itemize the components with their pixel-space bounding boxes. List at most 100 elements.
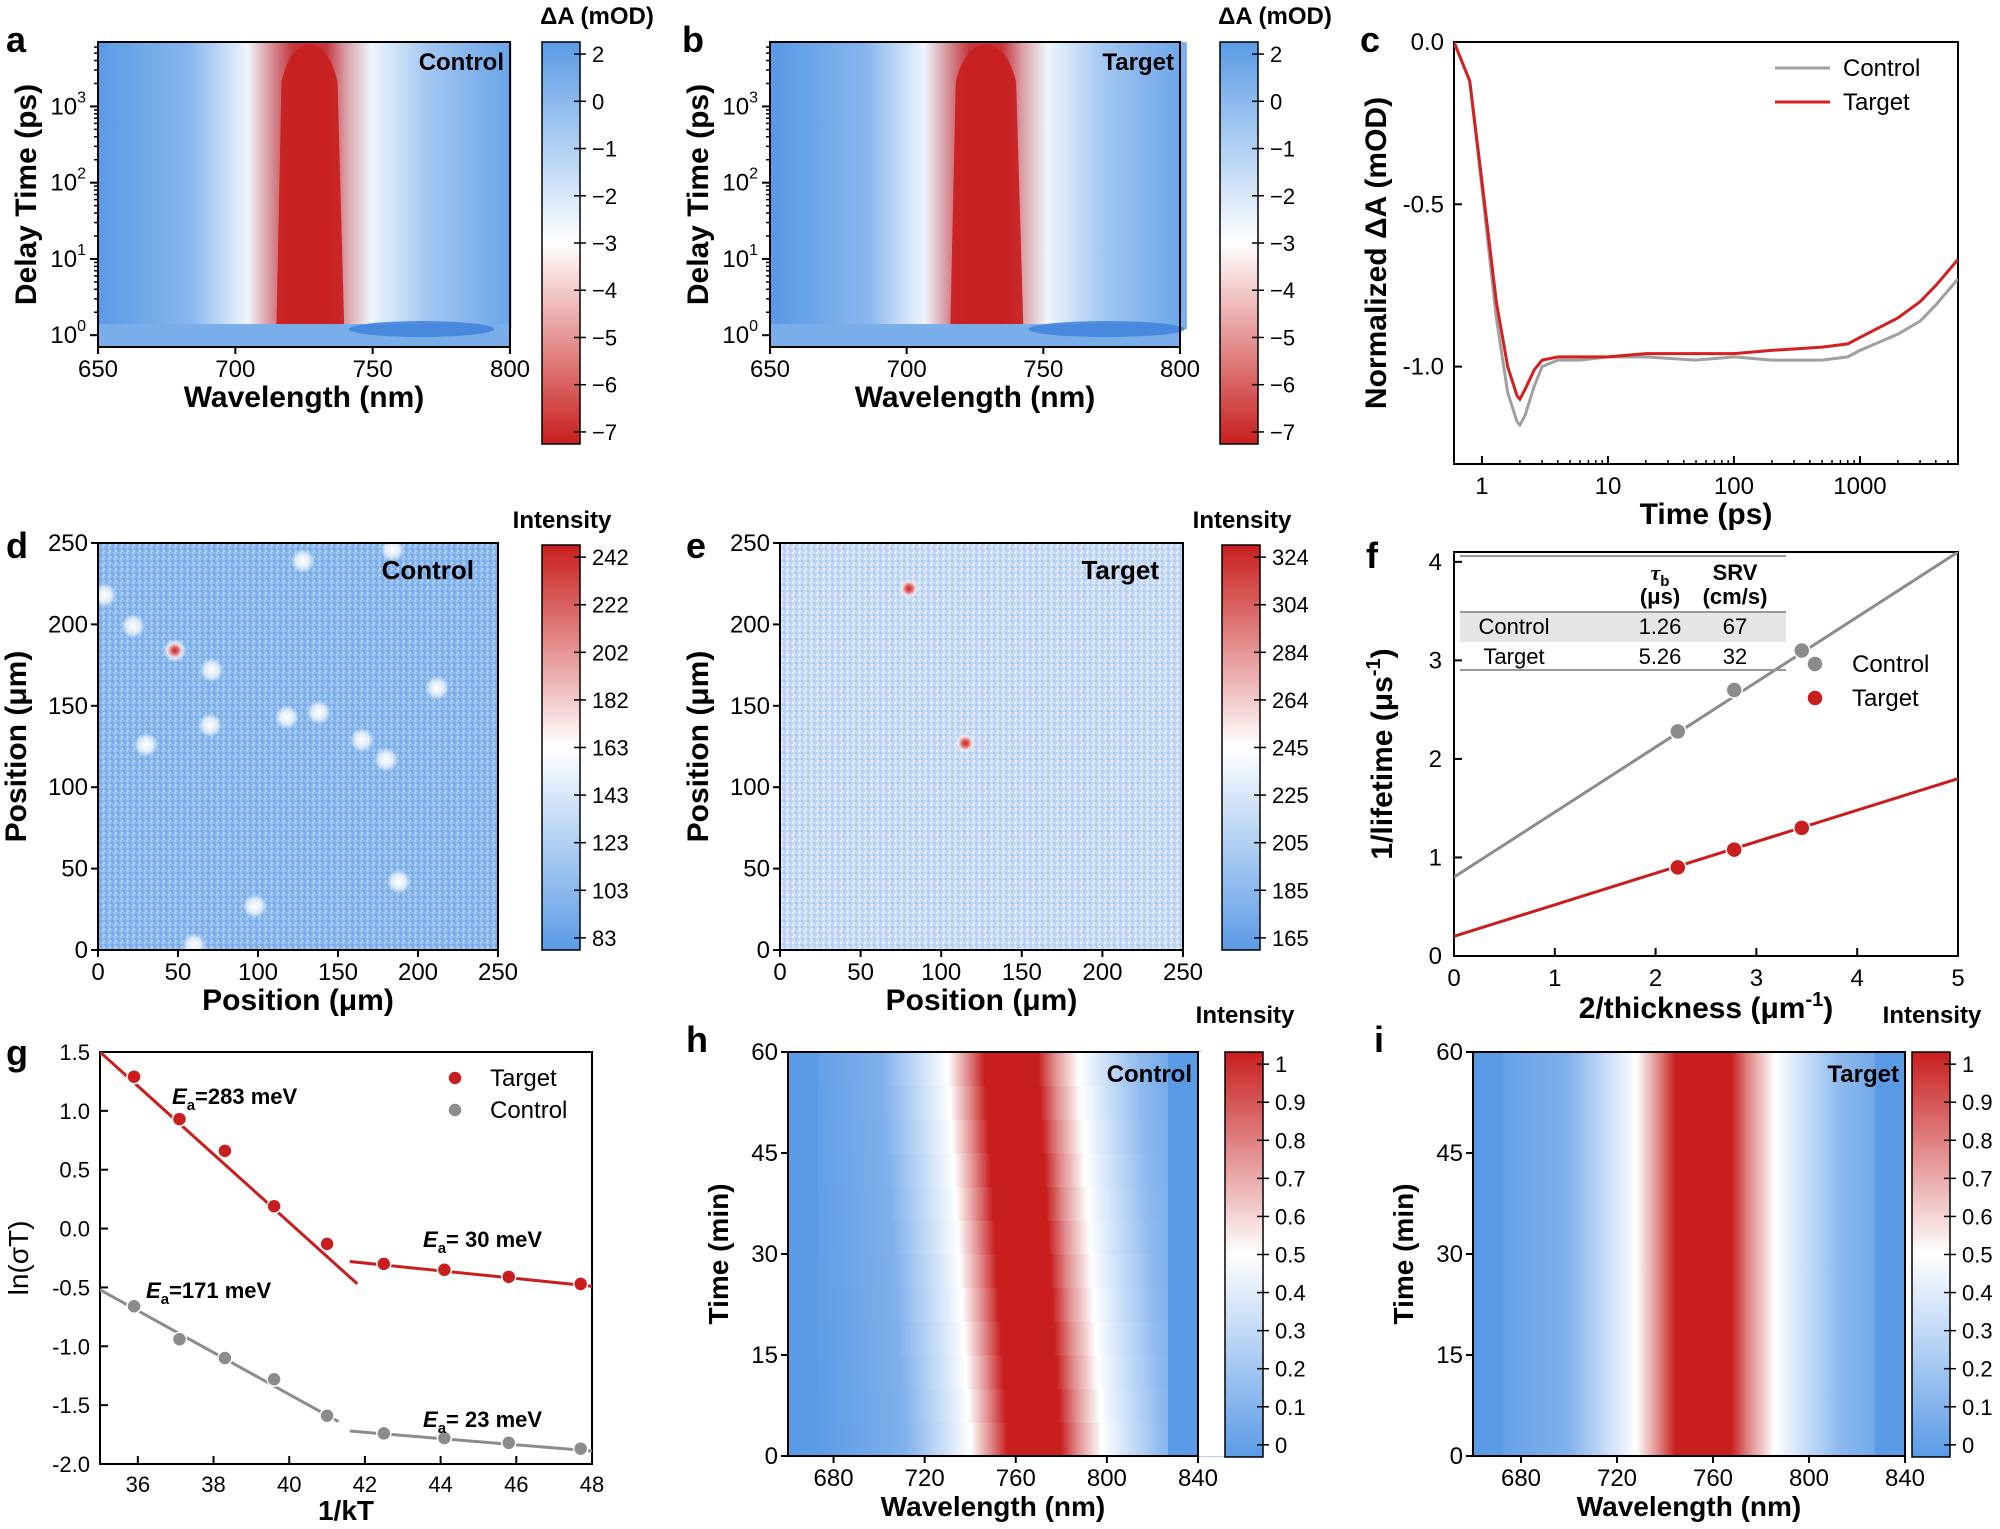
plot-frame	[97, 542, 499, 951]
panel-e: e 0 50 100 150 200 250 0 50 100 150 200 250 Position …	[682, 507, 1309, 1017]
y-tick-label: 200	[48, 611, 88, 638]
data-point	[266, 1198, 282, 1214]
y-tick-label: 0	[75, 937, 88, 964]
panel-b: b 650 700 750 800 100 101 102 103 Wavelength (nm)…	[682, 3, 1332, 445]
bright-spot	[290, 548, 315, 573]
spectrum-slice	[791, 1051, 1202, 1087]
colorbar-tick-label: 0.6	[1275, 1204, 1306, 1229]
colorbar-title: Intensity	[1196, 1002, 1295, 1029]
y-tick-label: 0	[1429, 943, 1442, 970]
colorbar-tick-label: 0.5	[1275, 1243, 1306, 1268]
table-row-label: Control	[1479, 614, 1550, 639]
x-tick-label: 40	[277, 1472, 301, 1497]
data-point	[572, 1276, 589, 1292]
activation-energy-label: Ea= 30 meV	[423, 1227, 542, 1257]
colorbar-tick-label: 202	[592, 640, 629, 665]
y-axis-label: Time (min)	[1388, 1183, 1419, 1324]
plot-area	[1454, 552, 1958, 938]
edge-mask	[728, 1052, 788, 1456]
data-point	[1669, 722, 1687, 741]
y-tick-label: 2	[1429, 746, 1442, 773]
series-line-control	[1454, 42, 1958, 428]
x-tick-label: 4	[1851, 965, 1864, 992]
y-tick-label: -2.0	[52, 1452, 90, 1477]
x-tick-label: 760	[996, 1465, 1036, 1492]
table-cell: 1.26	[1639, 614, 1682, 639]
colorbar-tick-label: 2	[592, 42, 604, 67]
x-tick-label: 200	[398, 959, 438, 986]
x-tick-label: 0	[773, 959, 786, 986]
y-tick-label: -0.5	[1403, 191, 1444, 218]
colorbar-tick-label: 123	[592, 831, 629, 856]
colorbar-tick-label: 0.9	[1275, 1090, 1306, 1115]
legend-marker	[1806, 689, 1824, 707]
y-tick-label: 103	[50, 89, 86, 120]
x-tick-label: 720	[1597, 1465, 1637, 1492]
y-tick-label: 50	[61, 856, 88, 883]
x-tick-label: 38	[201, 1472, 225, 1497]
colorbar-tick-label: 0.6	[1962, 1204, 1993, 1229]
panel-letter: b	[682, 19, 704, 60]
x-tick-label: 5	[1951, 965, 1964, 992]
colorbar-tick-label: 0.1	[1275, 1395, 1306, 1420]
x-tick-label: 1000	[1833, 473, 1886, 500]
x-tick-label: 840	[1885, 1465, 1925, 1492]
colorbar-tick-label: 163	[592, 736, 629, 761]
spectrum-slice	[810, 1354, 1221, 1390]
legend-label: Target	[490, 1065, 557, 1092]
colorbar-tick-label: 0.8	[1275, 1128, 1306, 1153]
map-background	[780, 543, 1183, 950]
colorbar-tick-label: −2	[1270, 184, 1295, 209]
data-point	[376, 1256, 392, 1272]
x-tick-label: 250	[1163, 959, 1203, 986]
bright-spot	[242, 894, 267, 919]
data-point	[126, 1298, 142, 1315]
bright-spot	[306, 700, 331, 725]
colorbar-tick-label: 0.5	[1962, 1243, 1993, 1268]
colorbar-tick-label: 264	[1272, 688, 1309, 713]
colorbar-tick-label: 0.1	[1962, 1395, 1993, 1420]
bright-spot	[182, 933, 206, 958]
x-axis-label: Position (μm)	[886, 984, 1078, 1017]
panel-annotation: Control	[382, 555, 474, 585]
y-tick-label: 0	[765, 1443, 778, 1470]
colorbar-tick-label: 0.2	[1275, 1357, 1306, 1382]
spectrum-slice	[1472, 1219, 1905, 1255]
panel-letter: g	[6, 1032, 28, 1073]
spectrum-slice	[806, 1287, 1217, 1322]
x-tick-label: 750	[1023, 356, 1063, 383]
data-point	[217, 1143, 233, 1159]
legend-label: Control	[1843, 55, 1920, 82]
x-tick-label: 36	[126, 1472, 150, 1497]
legend-label: Control	[490, 1097, 567, 1124]
colorbar-tick-label: 304	[1272, 593, 1309, 618]
colorbar-title: Intensity	[1883, 1002, 1982, 1029]
table-header: SRV	[1713, 560, 1758, 585]
colorbar-tick-label: 2	[1270, 42, 1282, 67]
x-axis-label: Position (μm)	[202, 984, 394, 1017]
colorbar-tick-label: 165	[1272, 926, 1309, 951]
colorbar-tick-label: −4	[592, 278, 617, 303]
bright-spot	[350, 727, 374, 752]
colorbar-tick-label: 0.4	[1275, 1281, 1306, 1306]
activation-energy-label: Ea=283 meV	[172, 1084, 297, 1114]
panel-letter: a	[6, 19, 27, 60]
x-axis-label: Time (ps)	[1640, 498, 1773, 531]
colorbar-tick-label: 0	[592, 89, 604, 114]
panel-g: g 36 38 40 42 44 46 48 1.5 1.0 0.5 0.0 -0.5 -1.0 -1.5 -…	[3, 1032, 604, 1526]
colorbar-tick-label: 0.7	[1275, 1166, 1306, 1191]
data-point	[436, 1262, 453, 1278]
x-axis-label: Wavelength (nm)	[881, 1491, 1106, 1522]
x-tick-label: 150	[1002, 959, 1042, 986]
y-tick-label: 4	[1429, 549, 1442, 576]
x-tick-label: 800	[1160, 356, 1200, 383]
colorbar	[1911, 1051, 1951, 1458]
table-header-unit: (μs)	[1640, 584, 1680, 609]
x-tick-label: 42	[353, 1472, 377, 1497]
x-tick-label: 10	[1595, 473, 1622, 500]
colorbar-tick-label: 0	[1270, 89, 1282, 114]
table-cell: 5.26	[1639, 644, 1682, 669]
y-tick-label: 60	[1436, 1039, 1463, 1066]
data-point	[319, 1407, 335, 1424]
